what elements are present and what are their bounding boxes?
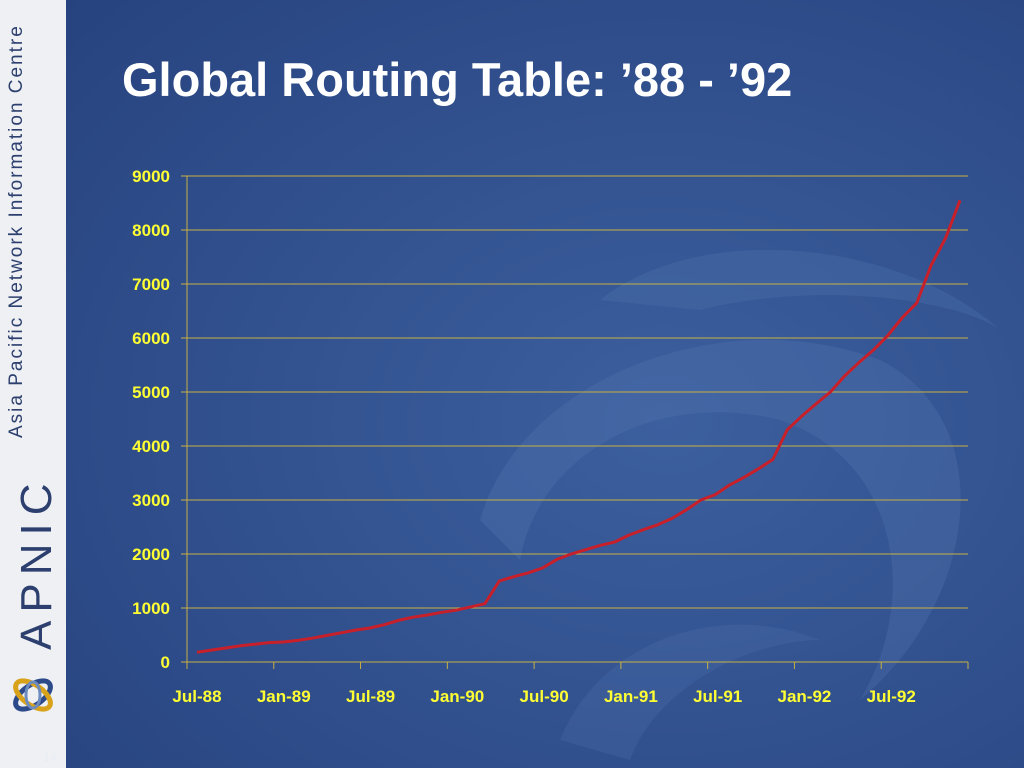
x-tick-label: Jan-92 — [778, 687, 832, 706]
y-tick-label: 9000 — [132, 167, 170, 186]
apnic-logo-icon — [13, 678, 53, 712]
y-tick-label: 0 — [161, 653, 170, 672]
x-tick-label: Jan-91 — [604, 687, 658, 706]
y-tick-label: 6000 — [132, 329, 170, 348]
x-tick-label: Jan-90 — [430, 687, 484, 706]
routing-table-size-line — [196, 199, 962, 654]
sidebar-panel-top — [44, 0, 66, 466]
x-tick-label: Jan-89 — [257, 687, 311, 706]
y-tick-label: 5000 — [132, 383, 170, 402]
page-number: 14 — [44, 752, 57, 764]
y-tick-label: 7000 — [132, 275, 170, 294]
y-tick-label: 2000 — [132, 545, 170, 564]
x-tick-label: Jul-89 — [346, 687, 395, 706]
x-tick-label: Jul-91 — [693, 687, 742, 706]
slide-title: Global Routing Table: ’88 - ’92 — [122, 53, 793, 106]
y-tick-label: 8000 — [132, 221, 170, 240]
y-tick-label: 1000 — [132, 599, 170, 618]
x-tick-label: Jul-88 — [172, 687, 221, 706]
x-tick-label: Jul-92 — [867, 687, 916, 706]
y-tick-label: 3000 — [132, 491, 170, 510]
y-tick-label: 4000 — [132, 437, 170, 456]
x-tick-label: Jul-90 — [520, 687, 569, 706]
